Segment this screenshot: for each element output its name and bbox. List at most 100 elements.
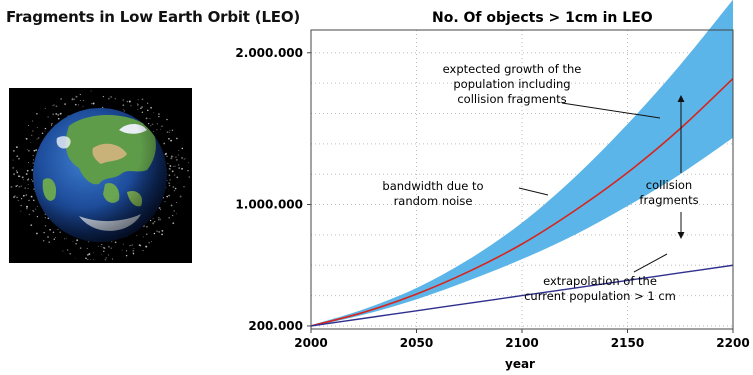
debris-dot <box>173 174 176 176</box>
leader-bandwidth <box>518 187 549 196</box>
debris-dot <box>123 108 124 110</box>
debris-dot <box>153 130 155 132</box>
debris-dot <box>28 149 30 152</box>
noise-band <box>311 0 733 327</box>
debris-dot <box>169 165 172 167</box>
debris-dot <box>168 174 171 177</box>
debris-dot <box>168 137 170 140</box>
debris-dot <box>108 254 110 256</box>
debris-dot <box>146 102 149 104</box>
debris-dot <box>172 156 174 158</box>
debris-dot <box>152 218 154 220</box>
debris-dot <box>60 98 62 100</box>
debris-dot <box>27 187 29 190</box>
debris-dot <box>145 117 148 120</box>
debris-dot <box>60 112 62 115</box>
debris-dot <box>34 208 37 210</box>
debris-dot <box>43 240 45 242</box>
annotation-expected-growth: exptected growth of the <box>443 62 582 76</box>
debris-dot <box>41 132 44 135</box>
debris-dot <box>16 155 18 157</box>
debris-dot <box>172 166 174 168</box>
debris-dot <box>111 258 114 260</box>
debris-dot <box>172 214 174 217</box>
debris-dot <box>183 158 185 160</box>
debris-dot <box>74 257 76 259</box>
debris-dot <box>19 175 21 177</box>
debris-dot <box>12 159 14 161</box>
debris-dot <box>169 129 171 131</box>
debris-dot <box>44 127 47 130</box>
debris-dot <box>25 173 28 175</box>
debris-dot <box>146 225 148 228</box>
debris-dot <box>165 152 168 155</box>
debris-dot <box>32 130 34 132</box>
debris-dot <box>133 247 135 249</box>
debris-dot <box>32 162 34 164</box>
debris-dot <box>10 185 13 188</box>
debris-dot <box>136 235 138 237</box>
debris-dot <box>184 157 186 159</box>
debris-dot <box>166 195 168 197</box>
debris-dot <box>122 243 124 245</box>
debris-dot <box>130 244 132 246</box>
debris-dot <box>52 113 55 116</box>
debris-dot <box>170 155 173 158</box>
debris-dot <box>16 171 18 173</box>
debris-dot <box>36 232 38 235</box>
annotation-expected-growth: population including <box>453 77 570 91</box>
debris-dot <box>166 180 168 181</box>
x-tick-label: 2050 <box>400 336 433 350</box>
debris-dot <box>57 113 60 116</box>
annotation-bandwidth: random noise <box>394 194 473 208</box>
debris-dot <box>100 246 102 247</box>
debris-dot <box>145 245 148 248</box>
debris-dot <box>158 207 161 209</box>
debris-dot <box>174 187 177 190</box>
debris-dot <box>90 90 92 92</box>
debris-dot <box>156 123 158 125</box>
debris-dot <box>188 176 191 178</box>
debris-dot <box>153 220 156 223</box>
debris-dot <box>79 247 82 249</box>
debris-dot <box>109 96 111 98</box>
debris-dot <box>122 100 124 102</box>
debris-dot <box>156 230 159 233</box>
debris-dot <box>101 244 103 246</box>
debris-dot <box>32 154 34 156</box>
band-layer <box>311 0 733 327</box>
debris-dot <box>168 184 171 187</box>
debris-dot <box>57 228 59 230</box>
debris-dot <box>111 241 113 243</box>
debris-dot <box>142 249 144 252</box>
debris-dot <box>55 112 58 115</box>
debris-dot <box>92 102 95 105</box>
debris-dot <box>174 165 176 167</box>
debris-dot <box>26 207 28 210</box>
debris-dot <box>16 170 18 172</box>
debris-dot <box>32 159 35 161</box>
debris-dot <box>168 167 171 170</box>
debris-dot <box>79 93 81 96</box>
debris-dot <box>27 178 30 180</box>
debris-dot <box>28 213 30 216</box>
debris-dot <box>160 209 161 211</box>
annotation-collision-fragments: collision <box>646 178 692 192</box>
x-axis-label: year <box>505 357 535 371</box>
debris-dot <box>169 182 171 184</box>
debris-dot <box>175 202 177 204</box>
debris-dot <box>13 173 16 176</box>
debris-dot <box>13 196 15 199</box>
debris-dot <box>57 117 60 120</box>
line-layer <box>310 77 734 327</box>
debris-dot <box>125 254 128 257</box>
debris-dot <box>164 201 166 203</box>
debris-dot <box>65 237 67 239</box>
debris-dot <box>178 167 180 169</box>
earth-with-debris-image <box>9 88 192 263</box>
debris-dot <box>148 242 150 244</box>
debris-dot <box>103 247 106 249</box>
debris-dot <box>27 148 29 150</box>
debris-dot <box>102 95 105 98</box>
debris-dot <box>108 98 110 100</box>
